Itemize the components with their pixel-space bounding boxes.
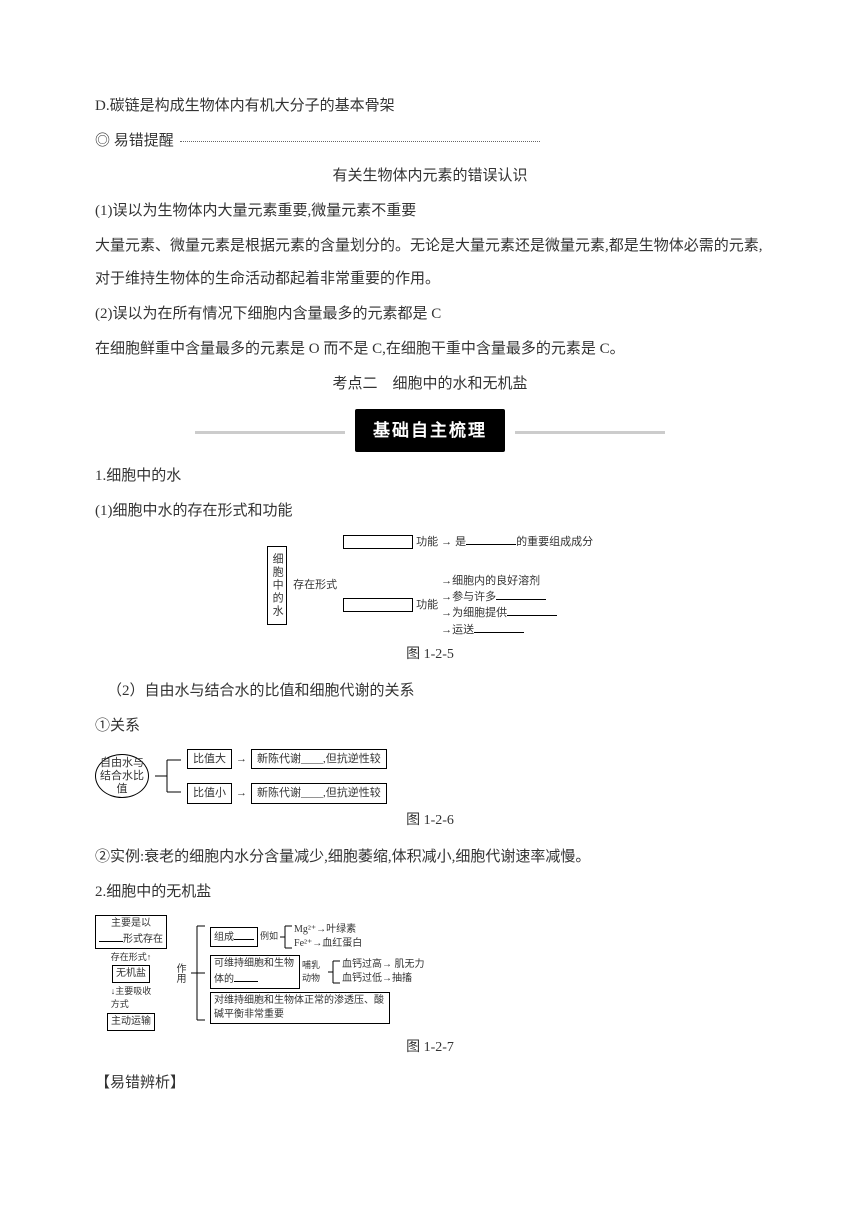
d1-blank-box-2	[343, 598, 413, 612]
d1-r1b: 的重要组成成分	[516, 536, 593, 548]
d3-active: 主动运输	[107, 1013, 155, 1031]
section-2: 2.细胞中的无机盐	[95, 876, 765, 909]
section-banner: 基础自主梳理	[95, 409, 765, 452]
blank-line	[234, 929, 254, 940]
section-1-2: （2）自由水与结合水的比值和细胞代谢的关系	[95, 675, 765, 708]
blank-line	[496, 589, 546, 600]
figure-2: 自由水与结合水比值 比值大 → 新陈代谢____,但抗逆性较 比值小 → 新陈代…	[95, 749, 765, 804]
topic-2-heading: 考点二 细胞中的水和无机盐	[95, 368, 765, 401]
d3-animal: 哺乳动物	[302, 959, 326, 984]
d2-metab1: 新陈代谢____,但抗逆性较	[251, 749, 387, 770]
section-1-1: (1)细胞中水的存在形式和功能	[95, 495, 765, 528]
d1-func-1: 功能	[416, 535, 438, 549]
section-1: 1.细胞中的水	[95, 460, 765, 493]
option-d: D.碳链是构成生物体内有机大分子的基本骨架	[95, 90, 765, 123]
d3-compose: 组成	[210, 927, 258, 947]
d1-left-box: 细胞中的水	[267, 546, 287, 625]
blank-line	[234, 971, 258, 982]
d3-absorb-label: ↓主要吸收方式	[111, 985, 152, 1010]
blank-line	[466, 534, 516, 545]
bracket-icon	[191, 918, 205, 1028]
reminder-label: ◎ 易错提醒	[95, 133, 174, 149]
d1-r1a: 是	[455, 536, 466, 548]
d1-form-label: 存在形式	[293, 578, 337, 592]
reminder-heading: ◎ 易错提醒	[95, 125, 765, 158]
d2-big: 比值大	[187, 749, 232, 770]
figure-2-caption: 图 1-2-6	[95, 806, 765, 837]
d3-role: 作用	[172, 963, 186, 983]
d3-example: 例如	[260, 930, 278, 943]
figure-3-caption: 图 1-2-7	[95, 1033, 765, 1064]
d3-form-arrow-label: 存在形式↑	[111, 951, 152, 964]
analysis-heading: 【易错辨析】	[95, 1067, 765, 1100]
banner-text: 基础自主梳理	[355, 409, 505, 452]
d3-osmotic: 对维持细胞和生物体正常的渗透压、酸碱平衡非常重要	[210, 992, 390, 1024]
d2-small: 比值小	[187, 783, 232, 804]
reminder-title: 有关生物体内元素的错误认识	[95, 160, 765, 193]
d2-oval: 自由水与结合水比值	[95, 754, 149, 798]
d1-func-2: 功能	[416, 598, 438, 612]
d1-r5: 运送	[452, 624, 474, 636]
d3-mg: Mg²⁺→叶绿素	[294, 923, 362, 937]
small-bracket-icon	[280, 922, 292, 952]
d3-form2: 形式存在	[123, 934, 163, 945]
para-1: (1)误以为生物体内大量元素重要,微量元素不重要	[95, 195, 765, 228]
d3-maintain: 可维持细胞和生物体的	[210, 955, 300, 989]
blank-line	[474, 622, 524, 633]
small-bracket-icon	[328, 957, 340, 987]
d3-form1: 主要是以	[99, 917, 163, 931]
arrow-icon: →	[441, 624, 452, 636]
d2-metab2: 新陈代谢____,但抗逆性较	[251, 783, 387, 804]
d3-fe: Fe²⁺→血红蛋白	[294, 937, 362, 951]
blank-line	[507, 605, 557, 616]
para-4: 在细胞鲜重中含量最多的元素是 O 而不是 C,在细胞干重中含量最多的元素是 C。	[95, 333, 765, 366]
d3-lowca: 血钙过低→抽搐	[342, 972, 425, 986]
figure-3: 主要是以 形式存在 存在形式↑ 无机盐 ↓主要吸收方式 主动运输 作用 组成 例…	[95, 915, 765, 1031]
arrow-icon: →	[236, 751, 247, 768]
arrow-icon: →	[236, 785, 247, 802]
arrow-icon: →	[441, 591, 452, 603]
d2-oval-text: 自由水与结合水比值	[100, 757, 144, 797]
d3-form-box: 主要是以 形式存在	[95, 915, 167, 949]
figure-1: 细胞中的水 存在形式 功能 → 是的重要组成成分 功能 →细胞内的良好溶剂 →参…	[95, 534, 765, 638]
d3-highca: 血钙过高→ 肌无力	[342, 958, 425, 972]
d1-r3: 参与许多	[452, 591, 496, 603]
d1-r4: 为细胞提供	[452, 607, 507, 619]
arrow-icon: →	[441, 607, 452, 619]
para-2: 大量元素、微量元素是根据元素的含量划分的。无论是大量元素还是微量元素,都是生物体…	[95, 230, 765, 296]
d3-center: 无机盐	[112, 965, 150, 983]
section-1-2-1: ①关系	[95, 710, 765, 743]
blank-line	[99, 931, 123, 942]
section-1-2-2: ②实例:衰老的细胞内水分含量减少,细胞萎缩,体积减小,细胞代谢速率减慢。	[95, 841, 765, 874]
figure-1-caption: 图 1-2-5	[95, 640, 765, 671]
d1-r2: 细胞内的良好溶剂	[452, 575, 540, 587]
para-3: (2)误以为在所有情况下细胞内含量最多的元素都是 C	[95, 298, 765, 331]
arrow-icon: →	[441, 535, 452, 549]
arrow-icon: →	[441, 575, 452, 587]
d1-blank-box-1	[343, 535, 413, 549]
branch-icon	[155, 754, 181, 798]
dotted-divider	[180, 141, 540, 142]
